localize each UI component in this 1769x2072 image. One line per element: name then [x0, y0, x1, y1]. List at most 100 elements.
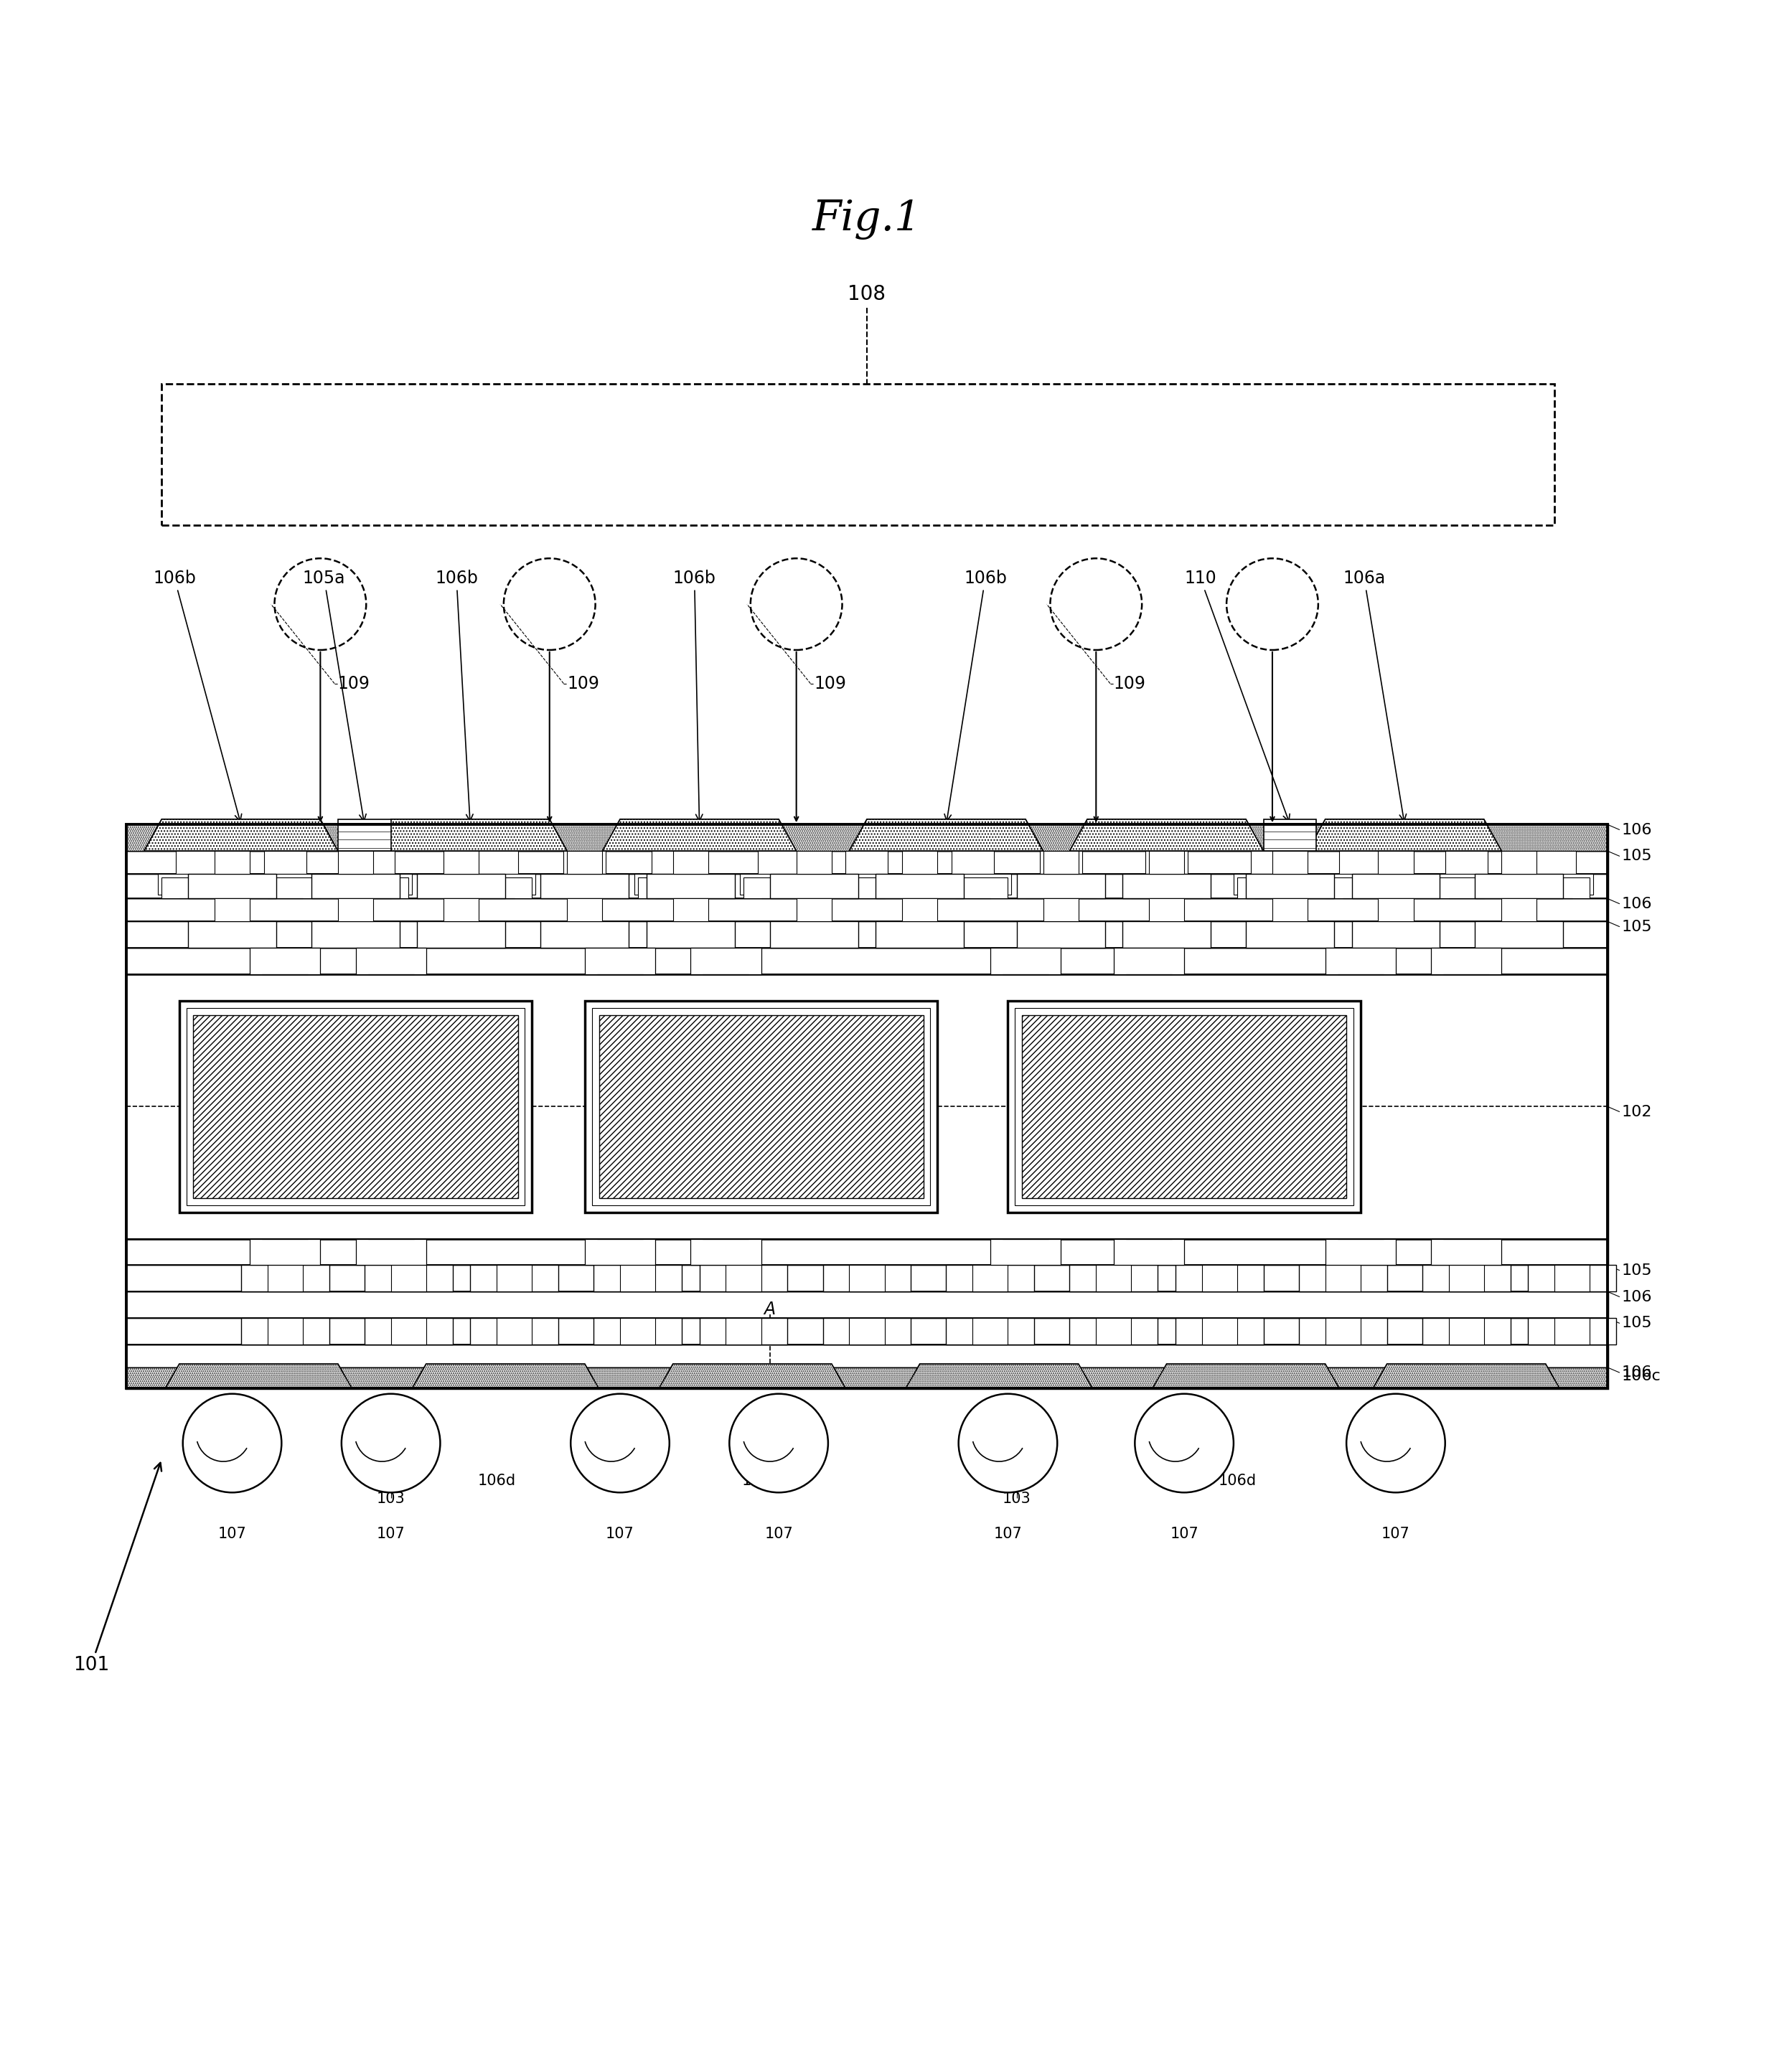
Bar	[846, 852, 888, 874]
Bar	[497, 1266, 532, 1291]
Bar	[267, 1266, 302, 1291]
Bar	[876, 874, 964, 899]
Bar	[175, 852, 218, 874]
Text: 106b: 106b	[945, 570, 1007, 821]
Text: 106d: 106d	[212, 1473, 251, 1488]
Bar	[902, 899, 938, 922]
Bar	[391, 1266, 426, 1291]
Text: 109: 109	[814, 675, 846, 692]
Bar	[338, 899, 373, 922]
Bar	[334, 874, 412, 895]
Text: A: A	[764, 1301, 775, 1318]
Bar	[1555, 1318, 1590, 1345]
Text: 106d: 106d	[1219, 1473, 1256, 1488]
Bar	[991, 1239, 1061, 1266]
Bar	[1263, 818, 1316, 852]
Polygon shape	[1373, 1363, 1560, 1388]
Polygon shape	[1070, 818, 1263, 852]
Circle shape	[959, 1394, 1058, 1492]
Bar	[586, 1239, 655, 1266]
Bar	[621, 1318, 655, 1345]
Bar	[241, 1318, 329, 1345]
Bar	[690, 947, 761, 974]
Bar	[1070, 1266, 1157, 1291]
Bar	[126, 1239, 1608, 1266]
Bar	[356, 1239, 426, 1266]
Bar	[946, 1318, 1035, 1345]
Bar	[352, 852, 394, 874]
Text: 110: 110	[1183, 570, 1290, 821]
Bar	[1201, 1266, 1237, 1291]
Bar	[364, 1318, 453, 1345]
Bar	[214, 899, 249, 922]
Circle shape	[182, 1394, 281, 1492]
Bar	[1339, 852, 1382, 874]
Bar	[1022, 1015, 1346, 1198]
Circle shape	[1346, 1394, 1445, 1492]
Bar	[1528, 1318, 1617, 1345]
Bar	[973, 1266, 1008, 1291]
Bar	[1175, 1318, 1263, 1345]
Text: 109: 109	[1114, 675, 1146, 692]
Bar	[444, 852, 479, 874]
Bar	[1325, 947, 1396, 974]
Bar	[796, 899, 831, 922]
Bar	[1428, 874, 1505, 895]
Bar	[1123, 922, 1210, 947]
Polygon shape	[165, 1363, 352, 1388]
Bar	[593, 1007, 930, 1206]
Bar	[1298, 1266, 1387, 1291]
Bar	[193, 1015, 518, 1198]
Bar	[828, 874, 906, 895]
Bar	[1555, 1266, 1590, 1291]
Bar	[1017, 874, 1106, 899]
Bar	[1352, 874, 1440, 899]
Bar	[690, 1239, 761, 1266]
Bar	[637, 876, 708, 899]
Bar	[471, 1318, 559, 1345]
Bar	[564, 852, 607, 874]
Bar	[1325, 1318, 1360, 1345]
Bar	[594, 1266, 681, 1291]
Bar	[672, 852, 708, 874]
Bar	[126, 1345, 1608, 1368]
Bar	[1449, 1318, 1484, 1345]
Bar	[1534, 852, 1576, 874]
Polygon shape	[373, 818, 568, 852]
Bar	[126, 825, 1608, 1388]
Text: 107: 107	[764, 1527, 793, 1542]
Bar	[1129, 874, 1205, 895]
Bar	[1245, 922, 1334, 947]
Bar	[311, 922, 400, 947]
Bar	[1445, 852, 1488, 874]
Bar	[1431, 1239, 1502, 1266]
Bar	[126, 874, 1608, 899]
Text: 105: 105	[1622, 1316, 1652, 1330]
Bar	[1237, 876, 1307, 899]
Bar	[633, 874, 711, 895]
Text: 106b: 106b	[435, 570, 478, 821]
Bar	[1475, 874, 1564, 899]
Bar	[672, 899, 708, 922]
Polygon shape	[1307, 818, 1502, 852]
Bar	[497, 1318, 532, 1345]
Bar	[1097, 1266, 1132, 1291]
Bar	[338, 876, 409, 899]
Bar	[849, 1266, 884, 1291]
Bar	[1008, 1001, 1360, 1212]
Bar	[550, 876, 621, 899]
Bar	[1233, 874, 1311, 895]
Bar	[476, 852, 518, 874]
Bar	[444, 899, 479, 922]
Bar	[541, 922, 628, 947]
Bar	[600, 1015, 923, 1198]
Bar	[1040, 852, 1083, 874]
Bar	[646, 874, 734, 899]
Bar	[934, 874, 1012, 895]
Bar	[126, 825, 1608, 852]
Text: 105: 105	[1622, 850, 1652, 864]
Text: 106b: 106b	[672, 570, 716, 821]
Circle shape	[341, 1394, 440, 1492]
Bar	[126, 852, 1608, 874]
Bar	[241, 1266, 329, 1291]
